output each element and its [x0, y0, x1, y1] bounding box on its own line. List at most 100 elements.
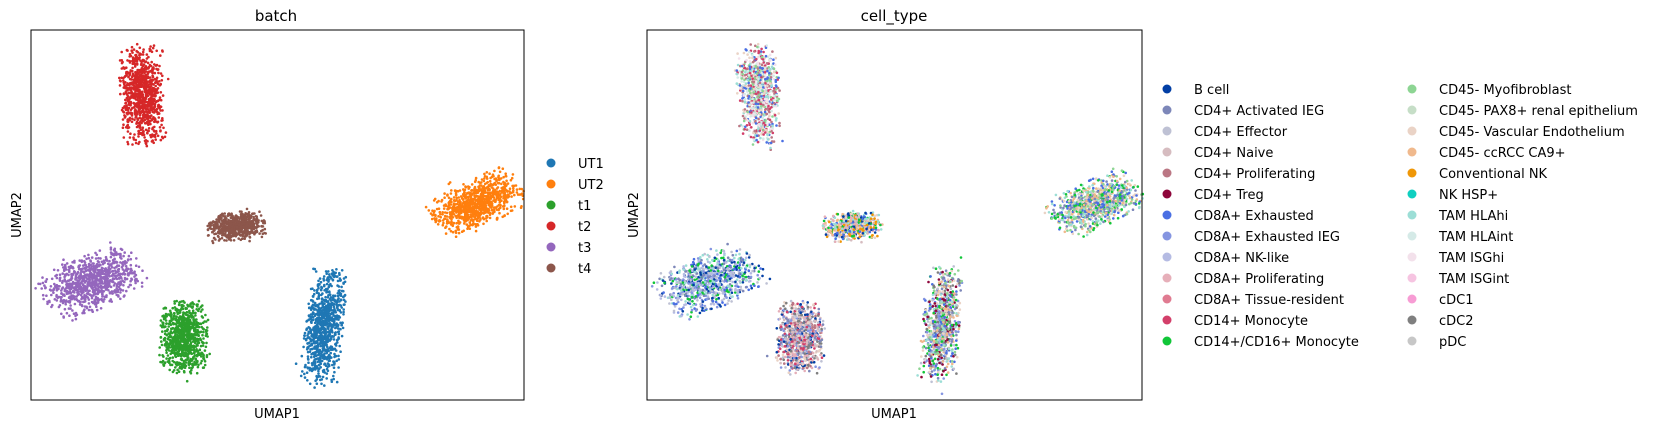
scatter-point	[440, 198, 444, 202]
scatter-point	[81, 276, 84, 280]
scatter-point	[331, 331, 334, 334]
scatter-point	[131, 69, 134, 73]
scatter-point	[176, 340, 179, 343]
scatter-point	[140, 281, 144, 285]
scatter-point	[503, 201, 506, 205]
scatter-point	[126, 123, 130, 127]
scatter-point	[83, 275, 87, 278]
scatter-point	[444, 232, 448, 235]
scatter-point	[102, 259, 106, 263]
scatter-point	[165, 333, 169, 337]
scatter-point	[484, 199, 488, 203]
scatter-point	[174, 330, 178, 334]
scatter-point	[168, 349, 171, 352]
scatter-point	[115, 265, 118, 269]
scatter-point	[232, 239, 236, 242]
scatter-point	[101, 295, 104, 298]
scatter-point	[130, 49, 133, 52]
scatter-point	[329, 338, 333, 341]
scatter-point	[486, 185, 489, 189]
scatter-point	[187, 346, 191, 350]
scatter-point	[89, 275, 93, 278]
scatter-point	[169, 339, 172, 342]
scatter-point	[82, 270, 85, 274]
scatter-point	[197, 333, 200, 337]
scatter-point	[513, 193, 516, 197]
scatter-point	[134, 113, 138, 117]
scatter-point	[68, 300, 72, 303]
scatter-point	[168, 343, 171, 347]
scatter-point	[126, 49, 129, 52]
scatter-point	[151, 75, 155, 79]
scatter-point	[155, 76, 159, 80]
scatter-point	[156, 68, 159, 72]
scatter-point	[131, 72, 135, 75]
scatter-point	[207, 234, 210, 237]
scatter-point	[317, 369, 320, 373]
scatter-point	[97, 269, 100, 272]
scatter-point	[497, 174, 501, 178]
scatter-point	[165, 357, 168, 360]
scatter-point	[325, 336, 328, 340]
scatter-point	[169, 330, 173, 333]
scatter-point	[58, 285, 61, 288]
scatter-point	[443, 217, 447, 220]
scatter-point	[329, 318, 332, 322]
scatter-point	[331, 274, 335, 277]
scatter-point	[147, 86, 151, 89]
scatter-point	[294, 362, 298, 366]
scatter-point	[156, 120, 160, 124]
scatter-point	[101, 282, 105, 285]
scatter-point	[130, 45, 134, 49]
scatter-point	[152, 44, 156, 47]
scatter-point	[473, 180, 477, 184]
scatter-point	[124, 98, 127, 102]
scatter-point	[191, 305, 194, 308]
scatter-point	[475, 190, 479, 193]
scatter-point	[335, 268, 338, 271]
scatter-point	[449, 216, 452, 220]
scatter-point	[333, 274, 337, 278]
scatter-point	[322, 305, 326, 309]
scatter-point	[206, 326, 209, 329]
scatter-point	[131, 106, 134, 110]
scatter-point	[65, 311, 69, 315]
scatter-point	[160, 119, 163, 122]
scatter-point	[149, 122, 152, 126]
scatter-point	[125, 289, 128, 293]
scatter-point	[315, 291, 319, 294]
scatter-point	[185, 326, 188, 330]
scatter-point	[500, 182, 503, 186]
scatter-point	[69, 287, 72, 291]
scatter-point	[332, 305, 336, 309]
scatter-point	[156, 87, 160, 90]
scatter-point	[142, 48, 145, 51]
scatter-point	[322, 299, 326, 302]
scatter-point	[141, 53, 145, 56]
scatter-point	[73, 302, 77, 306]
scatter-point	[325, 340, 328, 344]
scatter-point	[72, 312, 76, 316]
scatter-point	[299, 374, 303, 378]
scatter-point	[94, 257, 98, 260]
scatter-point	[511, 173, 515, 176]
scatter-point	[502, 196, 505, 200]
scatter-point	[110, 266, 114, 269]
scatter-point	[443, 196, 446, 199]
scatter-point	[319, 340, 323, 343]
scatter-point	[143, 136, 146, 139]
scatter-point	[124, 126, 128, 129]
scatter-point	[489, 182, 493, 186]
scatter-point	[326, 322, 329, 325]
scatter-point	[94, 282, 98, 285]
scatter-point	[338, 279, 342, 282]
scatter-point	[64, 302, 67, 306]
scatter-point	[80, 281, 83, 285]
scatter-point	[497, 166, 501, 169]
scatter-point	[186, 357, 189, 361]
scatter-point	[463, 214, 467, 218]
scatter-point	[514, 184, 518, 187]
scatter-point	[317, 279, 320, 283]
scatter-point	[511, 184, 514, 188]
